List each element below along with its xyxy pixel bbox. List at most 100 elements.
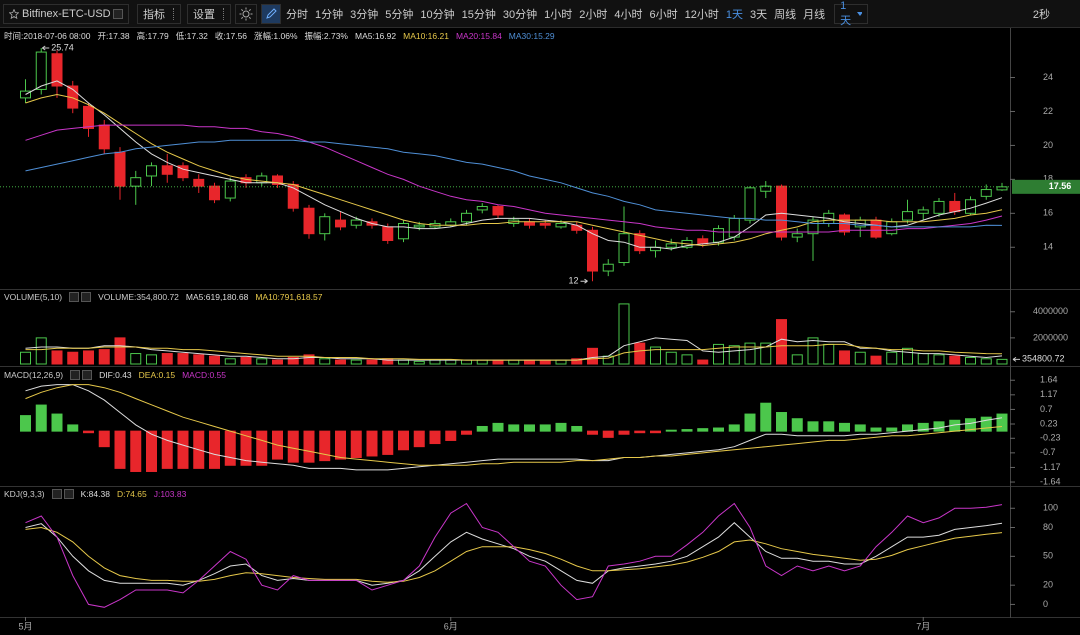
- bar: [130, 353, 142, 365]
- bar: [587, 430, 598, 435]
- candle-body: [51, 53, 63, 87]
- bar: [839, 422, 850, 432]
- indicators-button[interactable]: 指标: [137, 3, 181, 24]
- bar: [98, 430, 110, 448]
- pencil-icon[interactable]: [265, 7, 277, 20]
- high-arrow: [41, 45, 50, 51]
- line-series: [25, 522, 1003, 586]
- y-tick-label: 50: [1043, 551, 1053, 561]
- bar: [555, 422, 567, 432]
- y-tick-label: 100: [1043, 503, 1058, 513]
- indicators-label[interactable]: 指标: [143, 8, 165, 21]
- bar: [35, 404, 47, 432]
- bar: [791, 418, 803, 432]
- symbol-box[interactable]: Bitfinex-ETC-USD: [3, 3, 129, 24]
- refresh-interval[interactable]: 2秒: [1032, 8, 1050, 21]
- bar: [650, 430, 661, 434]
- period-button[interactable]: 4小时: [614, 8, 643, 21]
- bar: [965, 356, 976, 365]
- bar: [209, 430, 220, 469]
- candle-body: [602, 263, 614, 272]
- candle-body: [807, 219, 819, 235]
- draw-button[interactable]: [261, 3, 281, 24]
- period-button[interactable]: 1天: [725, 8, 743, 21]
- bar: [744, 413, 756, 432]
- panel-settings-icon[interactable]: [70, 369, 81, 380]
- period-button[interactable]: 1小时: [544, 8, 573, 21]
- panel-settings-icon[interactable]: [51, 488, 62, 499]
- candle-body: [539, 223, 551, 226]
- candle-body: [161, 165, 173, 175]
- bar: [524, 424, 535, 432]
- candle-body: [902, 211, 913, 221]
- candle-body: [350, 219, 362, 226]
- y-tick-label: 4000000: [1033, 306, 1068, 316]
- legend-item: DEA:0.15: [138, 369, 176, 380]
- bar: [256, 358, 268, 365]
- bar: [429, 430, 441, 445]
- candle-body: [870, 219, 882, 238]
- bar: [508, 424, 520, 432]
- panel-close-icon[interactable]: [63, 488, 74, 499]
- theme-button[interactable]: [235, 3, 257, 24]
- bar: [760, 342, 772, 365]
- info-item: 高:17.79: [136, 30, 169, 41]
- sun-icon[interactable]: [239, 7, 253, 21]
- y-tick-label: 0.23: [1040, 418, 1058, 428]
- y-tick-label: -0.7: [1040, 447, 1056, 457]
- panel-title: MACD(12,26,9): [4, 369, 64, 380]
- bar: [665, 429, 677, 432]
- candle-body: [224, 180, 236, 199]
- y-tick-label: 80: [1043, 522, 1053, 532]
- candle-body: [492, 206, 504, 216]
- panel-title: VOLUME(5,10): [4, 291, 63, 302]
- period-button[interactable]: 3分钟: [350, 8, 379, 21]
- bar: [350, 359, 362, 365]
- interval-dropdown[interactable]: 1天: [834, 0, 869, 27]
- symbol[interactable]: Bitfinex-ETC-USD: [22, 7, 111, 20]
- period-button[interactable]: 6小时: [649, 8, 678, 21]
- period-button[interactable]: 月线: [803, 8, 826, 21]
- panel-close-icon[interactable]: [82, 369, 93, 380]
- candle-body: [209, 185, 220, 201]
- period-button[interactable]: 15分钟: [461, 8, 496, 21]
- y-tick-label: 16: [1043, 208, 1053, 218]
- period-button[interactable]: 5分钟: [385, 8, 414, 21]
- line-series: [25, 526, 1003, 583]
- period-button[interactable]: 10分钟: [420, 8, 455, 21]
- bar: [713, 427, 724, 432]
- period-button[interactable]: 3天: [750, 8, 768, 21]
- candle-body: [618, 233, 630, 264]
- period-button[interactable]: 周线: [774, 8, 797, 21]
- candle-body: [98, 124, 110, 150]
- period-button[interactable]: 30分钟: [502, 8, 538, 21]
- star-icon[interactable]: [9, 8, 19, 19]
- panel-settings-icon[interactable]: [69, 291, 80, 302]
- period-button[interactable]: 12小时: [684, 8, 719, 21]
- settings-button[interactable]: 设置: [187, 3, 231, 24]
- period-button[interactable]: 分时: [286, 8, 308, 21]
- period-button[interactable]: 2小时: [579, 8, 608, 21]
- bar: [539, 359, 551, 365]
- panel-close-icon[interactable]: [81, 291, 92, 302]
- bar: [303, 430, 315, 463]
- candle-body: [272, 175, 283, 185]
- bar: [776, 319, 787, 365]
- bar: [618, 430, 630, 435]
- dropdown-caret[interactable]: [857, 11, 863, 16]
- bar: [445, 430, 457, 441]
- info-item: 振幅:2.73%: [304, 30, 348, 41]
- bar: [555, 359, 567, 365]
- candle-body: [146, 165, 157, 177]
- bar: [539, 424, 551, 432]
- x-tick-label: 6月: [444, 621, 458, 631]
- bar: [413, 430, 425, 448]
- bar: [870, 355, 882, 365]
- settings-label[interactable]: 设置: [193, 8, 215, 21]
- symbol-menu-icon[interactable]: [113, 8, 123, 19]
- bar: [413, 360, 425, 365]
- interval-value[interactable]: 1天: [840, 0, 852, 27]
- line-series: [25, 384, 1003, 471]
- bar: [398, 430, 409, 451]
- period-button[interactable]: 1分钟: [315, 8, 344, 21]
